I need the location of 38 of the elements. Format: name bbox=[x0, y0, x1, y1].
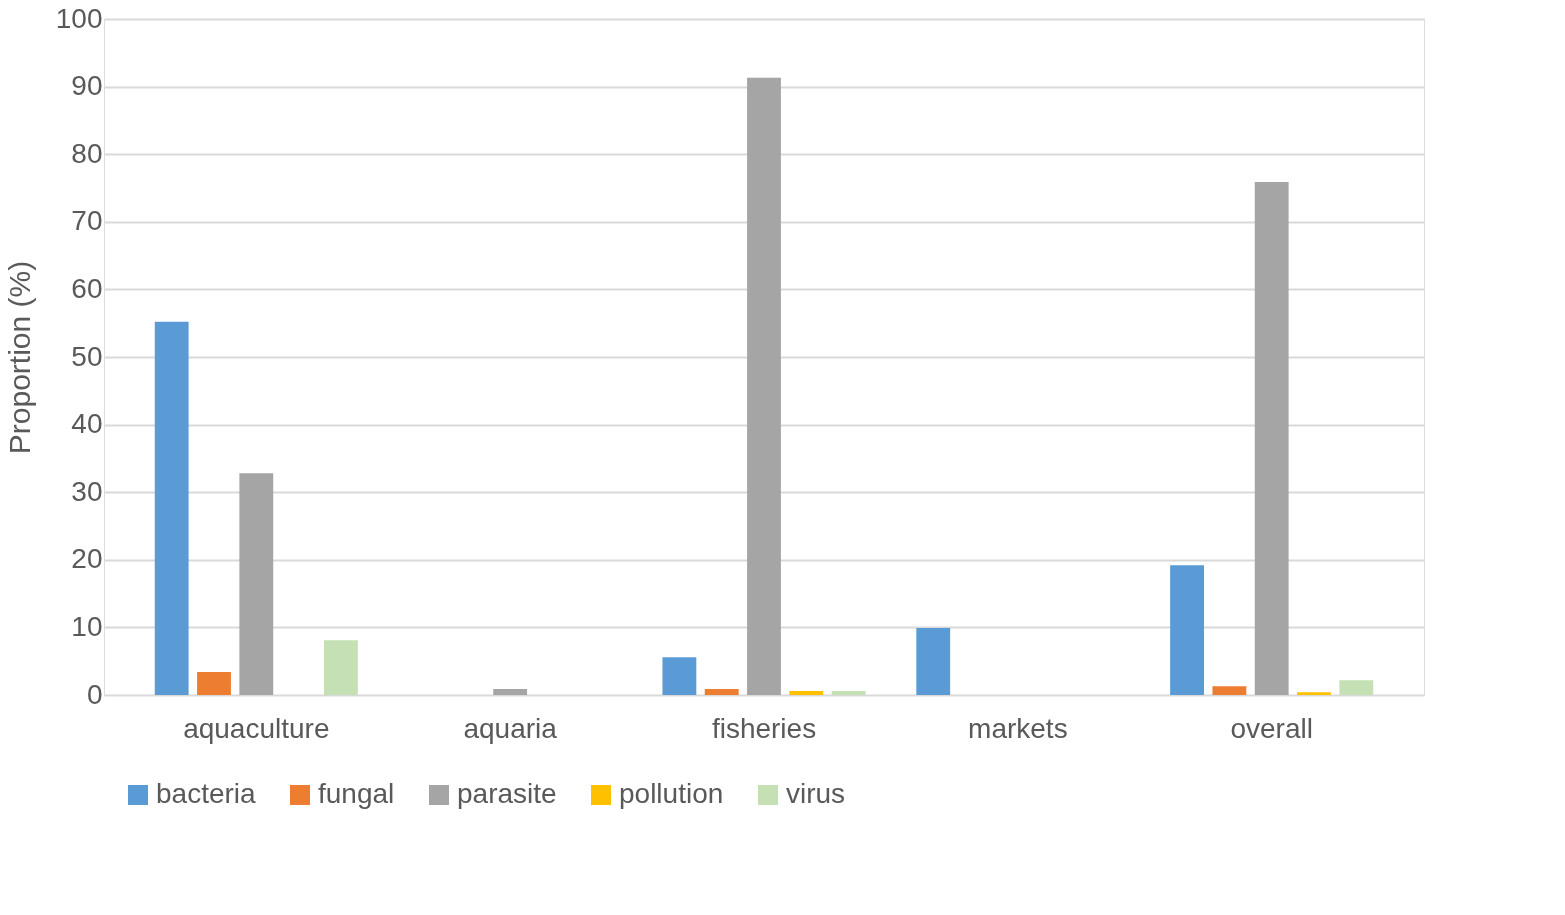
bar bbox=[916, 628, 951, 695]
y-tick-label: 50 bbox=[71, 340, 103, 372]
bar bbox=[1170, 565, 1204, 695]
y-tick-label: 30 bbox=[71, 475, 103, 507]
y-tick-label: 40 bbox=[71, 408, 103, 440]
y-tick-label: 70 bbox=[71, 205, 103, 237]
bar bbox=[1212, 686, 1247, 695]
y-tick-label: 60 bbox=[71, 272, 103, 304]
y-tick-label: 80 bbox=[71, 137, 103, 169]
bar bbox=[154, 321, 189, 695]
bar bbox=[1339, 680, 1374, 695]
bar bbox=[662, 657, 697, 695]
y-tick-label: 100 bbox=[55, 2, 103, 34]
legend-label: pollution bbox=[619, 778, 724, 809]
bar bbox=[704, 688, 739, 695]
bar bbox=[747, 77, 781, 695]
y-tick-label: 20 bbox=[71, 543, 103, 575]
x-tick-label: aquaria bbox=[463, 712, 558, 744]
y-tick-label: 0 bbox=[86, 678, 103, 710]
bar bbox=[239, 473, 274, 695]
x-tick-label: markets bbox=[968, 712, 1068, 744]
bar bbox=[1297, 692, 1331, 695]
x-tick-label: overall bbox=[1230, 712, 1313, 744]
legend-label: bacteria bbox=[156, 778, 257, 809]
bar bbox=[197, 672, 231, 695]
y-tick-label: 10 bbox=[71, 610, 103, 642]
y-axis-title: Proportion (%) bbox=[2, 260, 36, 455]
legend-label: virus bbox=[786, 778, 846, 809]
bar bbox=[831, 690, 866, 695]
bar bbox=[493, 688, 528, 695]
x-tick-label: fisheries bbox=[711, 712, 817, 744]
legend-label: fungal bbox=[318, 778, 395, 809]
bar bbox=[789, 690, 824, 695]
legend-label: parasite bbox=[457, 778, 557, 809]
y-tick-label: 90 bbox=[71, 70, 103, 102]
bar bbox=[324, 640, 358, 695]
bar bbox=[1254, 181, 1289, 695]
x-tick-label: aquaculture bbox=[183, 712, 330, 744]
